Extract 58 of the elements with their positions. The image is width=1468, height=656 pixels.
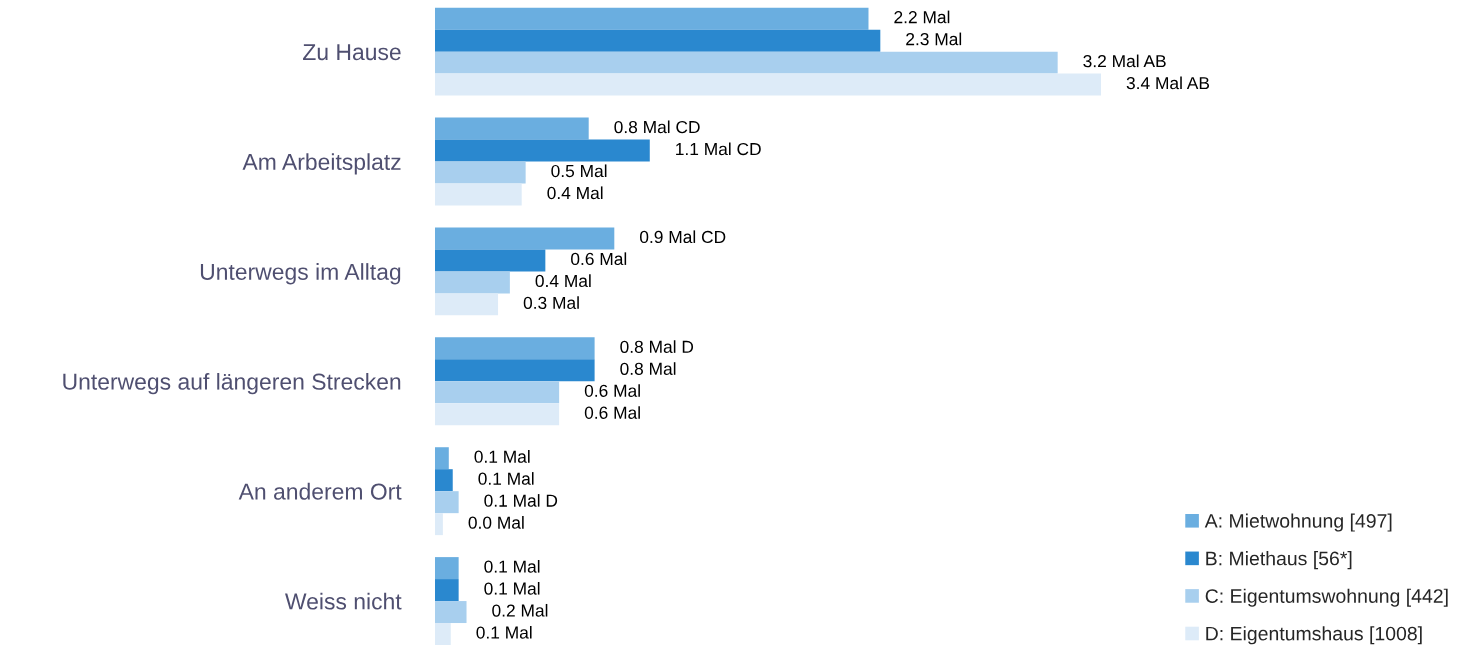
y-tick-label: Weiss nicht: [285, 592, 402, 610]
bar: [435, 557, 459, 580]
bar: [435, 51, 1058, 74]
bar: [435, 381, 560, 404]
data-label: 1.1 Mal CD: [676, 142, 761, 156]
data-label: 0.1 Mal: [478, 472, 534, 485]
data-label: 3.2 Mal AB: [1083, 54, 1166, 68]
bar: [435, 73, 1102, 96]
bar: [435, 601, 467, 624]
legend-label: B: Miethaus [56*]: [1206, 551, 1352, 570]
data-label: 0.1 Mal: [484, 560, 540, 573]
bar: [435, 227, 615, 250]
bar: [435, 161, 526, 184]
bar: [435, 183, 522, 206]
y-tick-label: An anderem Ort: [238, 482, 402, 500]
data-label: 0.2 Mal: [492, 603, 548, 617]
bar: [435, 7, 869, 30]
bar: [435, 337, 595, 360]
bar: [435, 249, 546, 272]
y-tick-label: Unterwegs auf längeren Strecken: [63, 372, 401, 395]
data-label: 0.0 Mal: [468, 516, 524, 529]
bar: [435, 359, 595, 382]
bar: [435, 403, 560, 426]
bar: [435, 513, 443, 536]
data-label: 0.1 Mal: [476, 625, 532, 639]
data-label: 0.1 Mal: [474, 450, 530, 463]
bar: [435, 117, 589, 140]
y-tick-label: Unterwegs im Alltag: [200, 263, 401, 285]
data-label: 2.3 Mal: [906, 32, 962, 46]
data-label: 0.6 Mal: [584, 384, 640, 397]
data-label: 2.2 Mal: [894, 10, 950, 24]
data-label: 0.4 Mal: [535, 274, 591, 288]
data-label: 0.6 Mal: [584, 406, 640, 419]
data-label: 0.8 Mal D: [620, 340, 694, 353]
data-label: 0.1 Mal: [484, 581, 540, 595]
data-label: 0.8 Mal: [620, 362, 676, 375]
bar: [435, 447, 449, 470]
y-tick-label: Am Arbeitsplatz: [242, 153, 401, 175]
bar: [435, 491, 459, 514]
legend-label: A: Mietwohnung [497]: [1204, 513, 1392, 532]
bar: [435, 271, 510, 294]
bar: [435, 469, 453, 492]
data-label: 0.9 Mal CD: [639, 230, 726, 244]
data-label: 0.1 Mal D: [484, 494, 558, 507]
bar: [435, 293, 499, 316]
bar: [435, 579, 459, 602]
data-label: 0.6 Mal: [571, 252, 627, 266]
y-tick-label: Zu Hause: [303, 44, 401, 61]
data-label: 0.5 Mal: [551, 164, 607, 178]
data-label: 0.8 Mal CD: [614, 120, 700, 134]
data-label: 0.3 Mal: [523, 296, 579, 310]
bar: [435, 29, 881, 52]
bar: [435, 139, 650, 162]
data-label: 3.4 Mal AB: [1126, 76, 1210, 90]
legend-label: C: Eigentumswohnung [442]: [1205, 588, 1448, 607]
data-label: 0.4 Mal: [547, 186, 603, 200]
bar: [435, 623, 451, 646]
legend-label: D: Eigentumshaus [1008]: [1206, 626, 1422, 645]
